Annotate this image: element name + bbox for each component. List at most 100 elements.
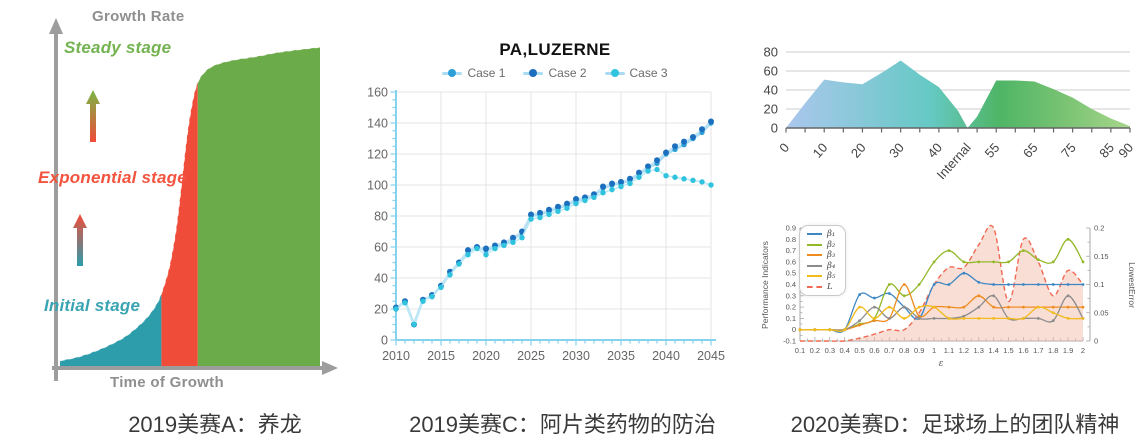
svg-text:0.8: 0.8 <box>899 346 909 355</box>
svg-text:0.9: 0.9 <box>914 346 924 355</box>
svg-text:0.8: 0.8 <box>786 235 796 244</box>
legend-item-β₃: β₃ <box>807 250 835 261</box>
svg-text:0.1: 0.1 <box>786 314 796 323</box>
steady-stage-label: Steady stage <box>64 38 172 57</box>
svg-text:55: 55 <box>982 140 1003 161</box>
svg-text:0.9: 0.9 <box>786 224 796 233</box>
svg-text:10: 10 <box>810 140 831 161</box>
svg-text:1.8: 1.8 <box>1048 346 1058 355</box>
svg-text:20: 20 <box>374 303 388 317</box>
svg-text:1.7: 1.7 <box>1033 346 1043 355</box>
svg-text:90: 90 <box>1115 140 1136 161</box>
growth-axes <box>49 18 338 381</box>
caption-2019-mcm-a: 2019美赛A：养龙 <box>128 412 302 437</box>
legend-item-case-1: Case 1 <box>442 66 505 80</box>
time-of-growth-axis-label: Time of Growth <box>110 374 224 391</box>
svg-text:0: 0 <box>771 121 778 136</box>
svg-text:140: 140 <box>368 117 388 131</box>
svg-text:ε: ε <box>939 359 944 369</box>
svg-text:0.15: 0.15 <box>1094 252 1109 261</box>
svg-text:LowestError: LowestError <box>1127 262 1137 308</box>
exponential-stage-label: Exponential stage <box>38 168 187 187</box>
svg-text:30: 30 <box>886 140 907 161</box>
svg-text:40: 40 <box>374 272 388 286</box>
caption-2019-mcm-c: 2019美赛C：阿片类药物的防治 <box>409 412 716 437</box>
svg-text:0: 0 <box>1094 337 1098 346</box>
svg-text:1: 1 <box>932 346 936 355</box>
axes <box>785 127 1131 133</box>
performance-legend: β₁ β₂ β₃ β₄ β₅ L <box>799 225 847 296</box>
growth-curve-dashed <box>59 46 321 362</box>
svg-text:0.6: 0.6 <box>869 346 879 355</box>
svg-text:0.4: 0.4 <box>786 280 796 289</box>
svg-text:40: 40 <box>924 140 945 161</box>
series-beta-5 <box>798 305 1085 333</box>
svg-text:2045: 2045 <box>697 349 725 363</box>
initial-stage-label: Initial stage <box>44 296 141 315</box>
svg-text:75: 75 <box>1058 140 1079 161</box>
svg-text:0.05: 0.05 <box>1094 308 1109 317</box>
tick-labels: -0.1 0 0.1 0.2 0.3 0.4 0.5 0.6 0.7 0.8 0.9 0 0.05 0.1… <box>760 224 1137 370</box>
svg-text:80: 80 <box>764 45 778 60</box>
series-case-3 <box>393 166 714 328</box>
svg-text:120: 120 <box>368 148 388 162</box>
svg-text:1.1: 1.1 <box>944 346 954 355</box>
svg-text:0: 0 <box>381 334 388 348</box>
svg-text:0.3: 0.3 <box>786 291 796 300</box>
svg-text:40: 40 <box>764 83 778 98</box>
svg-text:Performance Indicators: Performance Indicators <box>760 241 770 329</box>
svg-text:0.2: 0.2 <box>810 346 820 355</box>
svg-text:-0.1: -0.1 <box>783 337 796 346</box>
pa-luzerne-title: PA,LUZERNE <box>499 40 611 59</box>
legend-item-β₂: β₂ <box>807 240 835 251</box>
svg-text:100: 100 <box>368 179 388 193</box>
growth-rate-axis-label: Growth Rate <box>92 8 185 25</box>
svg-text:0.5: 0.5 <box>786 269 796 278</box>
svg-text:0.7: 0.7 <box>884 346 894 355</box>
legend-item-β₄: β₄ <box>807 261 835 272</box>
svg-text:2025: 2025 <box>517 349 545 363</box>
svg-text:20: 20 <box>764 102 778 117</box>
svg-text:60: 60 <box>764 64 778 79</box>
svg-text:1.3: 1.3 <box>974 346 984 355</box>
svg-text:1.9: 1.9 <box>1063 346 1073 355</box>
svg-text:85: 85 <box>1096 140 1117 161</box>
legend-item-β₅: β₅ <box>807 271 835 282</box>
svg-text:20: 20 <box>848 140 869 161</box>
svg-text:2035: 2035 <box>607 349 635 363</box>
svg-text:2015: 2015 <box>427 349 455 363</box>
svg-text:0.1: 0.1 <box>795 346 805 355</box>
legend-item-l: L <box>807 282 835 293</box>
svg-text:1.2: 1.2 <box>959 346 969 355</box>
pa-luzerne-legend: Case 1 Case 2 Case 3 <box>365 66 745 80</box>
axes <box>799 227 1091 342</box>
svg-text:1.5: 1.5 <box>1003 346 1013 355</box>
svg-text:2010: 2010 <box>382 349 410 363</box>
axes <box>390 90 716 346</box>
svg-text:0.5: 0.5 <box>854 346 864 355</box>
exp-to-steady-arrow-icon <box>86 90 100 142</box>
svg-text:2030: 2030 <box>562 349 590 363</box>
svg-text:2020: 2020 <box>472 349 500 363</box>
caption-2020-mcm-d: 2020美赛D：足球场上的团队精神 <box>790 412 1120 437</box>
legend-item-case-2: Case 2 <box>523 66 587 80</box>
svg-text:1.6: 1.6 <box>1018 346 1028 355</box>
svg-text:60: 60 <box>374 241 388 255</box>
svg-text:160: 160 <box>368 86 388 100</box>
svg-text:0.6: 0.6 <box>786 257 796 266</box>
legend-item-case-3: Case 3 <box>604 66 668 80</box>
initial-to-exp-arrow-icon <box>73 214 87 266</box>
svg-text:0.4: 0.4 <box>839 346 849 355</box>
svg-text:0: 0 <box>792 325 796 334</box>
performance-indicators-chart: -0.1 0 0.1 0.2 0.3 0.4 0.5 0.6 0.7 0.8 0.9 0 0.05 0.1… <box>760 224 1137 370</box>
svg-text:0: 0 <box>776 140 792 155</box>
svg-text:80: 80 <box>374 210 388 224</box>
growth-stages-chart <box>49 18 338 381</box>
grid-lines <box>395 91 712 341</box>
svg-text:0.2: 0.2 <box>1094 224 1104 233</box>
interval-area <box>786 60 1130 128</box>
svg-text:2040: 2040 <box>652 349 680 363</box>
svg-text:0.1: 0.1 <box>1094 280 1104 289</box>
